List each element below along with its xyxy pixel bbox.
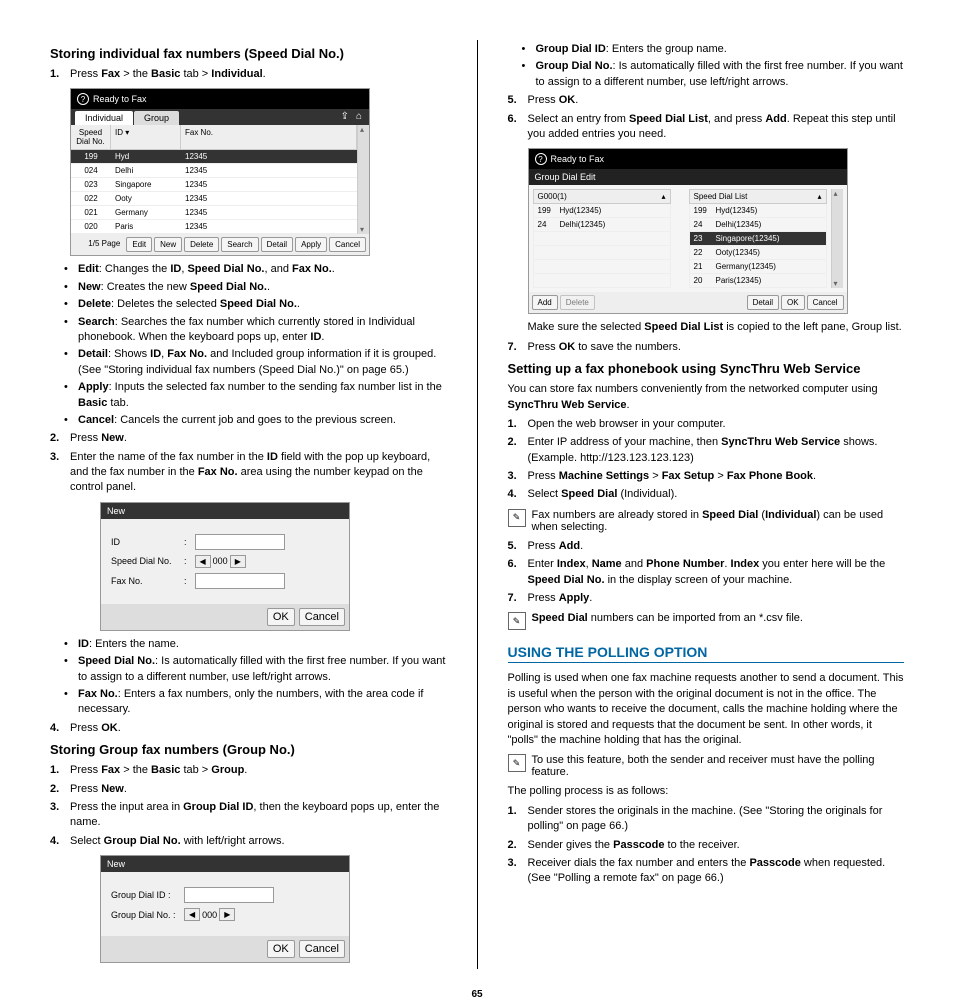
next-button[interactable]: ▶ (219, 908, 235, 921)
heading-group: Storing Group fax numbers (Group No.) (50, 742, 447, 757)
step: 2.Press New. (50, 782, 447, 797)
add-button[interactable]: Add (532, 295, 558, 310)
cancel-button[interactable]: Cancel (299, 940, 345, 958)
help-icon: ? (535, 153, 547, 165)
search-button[interactable]: Search (221, 237, 258, 252)
apply-button[interactable]: Apply (295, 237, 327, 252)
cancel-button[interactable]: Cancel (329, 237, 366, 252)
delete-button[interactable]: Delete (560, 295, 595, 310)
scrollbar[interactable] (831, 189, 843, 288)
faxno-input[interactable] (195, 573, 285, 589)
step: 3.Enter the name of the fax number in th… (50, 450, 447, 496)
help-icon: ? (77, 93, 89, 105)
step: 2.Sender gives the Passcode to the recei… (508, 838, 905, 853)
body-text: Polling is used when one fax machine req… (508, 671, 905, 748)
next-button[interactable]: ▶ (230, 555, 246, 568)
step: 7.Press OK to save the numbers. (508, 340, 905, 355)
step: 2.Press New. (50, 431, 447, 446)
tab-group[interactable]: Group (134, 111, 179, 125)
home-icon[interactable]: ⌂ (353, 111, 365, 125)
heading-syncthru: Setting up a fax phonebook using SyncThr… (508, 361, 905, 376)
note: ✎To use this feature, both the sender an… (508, 754, 905, 778)
screenshot-group-dialog: New Group Dial ID : Group Dial No. :◀000… (100, 855, 350, 963)
step: 4.Select Speed Dial (Individual). (508, 487, 905, 502)
cancel-button[interactable]: Cancel (299, 608, 345, 626)
step: 3.Press Machine Settings > Fax Setup > F… (508, 469, 905, 484)
column-divider (477, 40, 478, 969)
step: 1.Press Fax > the Basic tab > Group. (50, 763, 447, 778)
step: 3.Receiver dials the fax number and ente… (508, 856, 905, 887)
step: 1.Sender stores the originals in the mac… (508, 804, 905, 835)
button-descriptions: Edit: Changes the ID, Speed Dial No., an… (50, 262, 447, 428)
ok-button[interactable]: OK (781, 295, 805, 310)
step: 3.Press the input area in Group Dial ID,… (50, 800, 447, 831)
right-column: Group Dial ID: Enters the group name. Gr… (508, 40, 905, 969)
step: 5.Press Add. (508, 539, 905, 554)
step: 4.Select Group Dial No. with left/right … (50, 834, 447, 849)
screenshot-new-dialog: New ID: Speed Dial No.:◀000▶ Fax No.: OK… (100, 502, 350, 631)
note: ✎Fax numbers are already stored in Speed… (508, 509, 905, 533)
detail-button[interactable]: Detail (261, 237, 293, 252)
note-icon: ✎ (508, 754, 526, 772)
note-icon: ✎ (508, 509, 526, 527)
id-input[interactable] (195, 534, 285, 550)
tab-individual[interactable]: Individual (75, 111, 133, 125)
ok-button[interactable]: OK (267, 940, 295, 958)
group-id-input[interactable] (184, 887, 274, 903)
left-column: Storing individual fax numbers (Speed Di… (50, 40, 447, 969)
field-descriptions: ID: Enters the name. Speed Dial No.: Is … (50, 637, 447, 718)
scrollbar[interactable] (357, 125, 369, 234)
ok-button[interactable]: OK (267, 608, 295, 626)
step: 7.Press Apply. (508, 591, 905, 606)
step: 6.Enter Index, Name and Phone Number. In… (508, 557, 905, 588)
note-icon: ✎ (508, 612, 526, 630)
delete-button[interactable]: Delete (184, 237, 219, 252)
step: 4.Press OK. (50, 721, 447, 736)
step: 1.Open the web browser in your computer. (508, 417, 905, 432)
prev-button[interactable]: ◀ (195, 555, 211, 568)
detail-button[interactable]: Detail (747, 295, 779, 310)
page-number: 65 (50, 989, 904, 1000)
body-text: The polling process is as follows: (508, 784, 905, 799)
cancel-button[interactable]: Cancel (807, 295, 844, 310)
note: ✎Speed Dial numbers can be imported from… (508, 612, 905, 630)
step: 2.Enter IP address of your machine, then… (508, 435, 905, 466)
step: 1.Press Fax > the Basic tab > Individual… (50, 67, 447, 82)
heading-individual: Storing individual fax numbers (Speed Di… (50, 46, 447, 61)
screenshot-individual-list: ?Ready to Fax IndividualGroup⇪⌂ Speed Di… (70, 88, 370, 256)
export-icon[interactable]: ⇪ (338, 111, 352, 125)
heading-polling: USING THE POLLING OPTION (508, 644, 905, 663)
step: 6.Select an entry from Speed Dial List, … (508, 112, 905, 143)
prev-button[interactable]: ◀ (184, 908, 200, 921)
screenshot-group-edit: ?Ready to Fax Group Dial Edit G000(1)▴ 1… (528, 148, 848, 314)
new-button[interactable]: New (154, 237, 182, 252)
step: 5.Press OK. (508, 93, 905, 108)
edit-button[interactable]: Edit (126, 237, 152, 252)
